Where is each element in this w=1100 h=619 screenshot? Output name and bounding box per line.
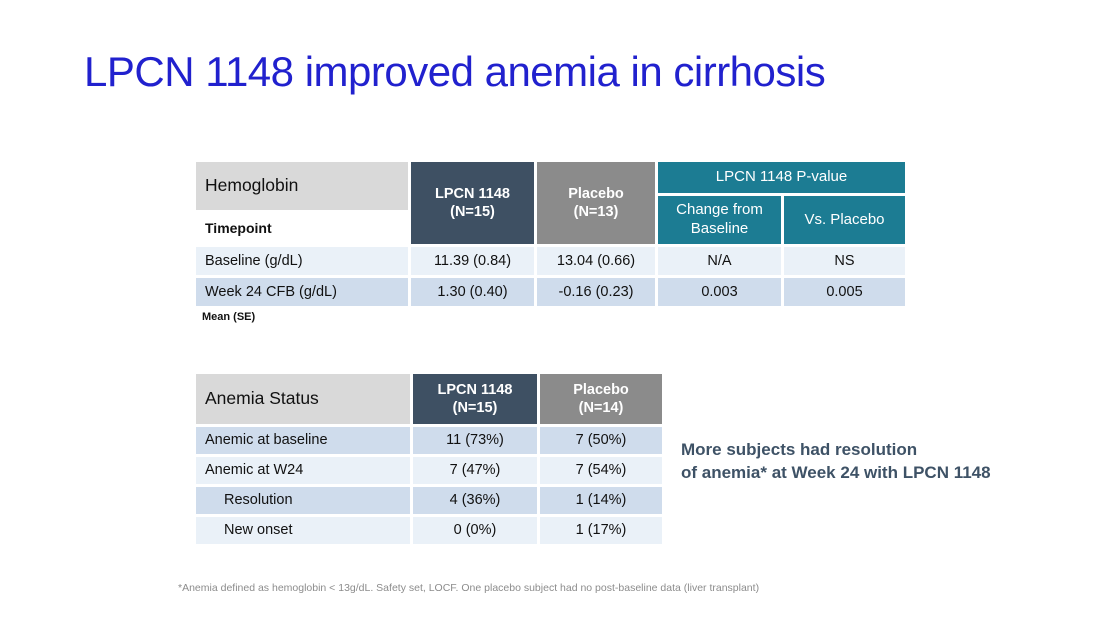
table-cell: 11.39 (0.84) <box>411 247 534 275</box>
col-placebo-n: (N=13) <box>573 204 619 220</box>
table-row-label: Resolution <box>196 487 410 514</box>
col-lpcn-name: LPCN 1148 <box>437 381 513 398</box>
table-cell: NS <box>784 247 905 275</box>
key-takeaway-line1: More subjects had resolution <box>681 440 918 459</box>
table-cell: 1.30 (0.40) <box>411 278 534 306</box>
table-row-label: New onset <box>196 517 410 544</box>
hemoglobin-table-pvalue-group: LPCN 1148 P-value <box>658 162 905 193</box>
col-placebo-n: (N=14) <box>578 400 624 416</box>
hemoglobin-table: Hemoglobin Timepoint LPCN 1148 (N=15) Pl… <box>196 162 905 306</box>
col-lpcn-name: LPCN 1148 <box>435 185 510 202</box>
anemia-status-table: Anemia Status LPCN 1148 (N=15) Placebo (… <box>196 374 662 544</box>
table-cell: 0.003 <box>658 278 781 306</box>
table-cell: 1 (17%) <box>540 517 662 544</box>
table-row-label: Anemic at baseline <box>196 427 410 454</box>
slide-footnote: *Anemia defined as hemoglobin < 13g/dL. … <box>178 582 760 594</box>
hemoglobin-table-col-vs-placebo: Vs. Placebo <box>784 196 905 244</box>
table-cell: 13.04 (0.66) <box>537 247 655 275</box>
col-lpcn-n: (N=15) <box>450 204 495 220</box>
col-change-line1: Change from <box>676 201 763 219</box>
table-cell: 0 (0%) <box>413 517 537 544</box>
hemoglobin-table-row-header: Timepoint <box>196 213 408 244</box>
col-lpcn-n: (N=15) <box>452 400 498 416</box>
hemoglobin-table-col-placebo: Placebo (N=13) <box>537 162 655 244</box>
col-placebo-name: Placebo <box>573 381 629 398</box>
table-row-label: Week 24 CFB (g/dL) <box>196 278 408 306</box>
table-cell: N/A <box>658 247 781 275</box>
col-vs-line1: Vs. Placebo <box>804 210 885 228</box>
table-cell: 11 (73%) <box>413 427 537 454</box>
table-cell: 7 (47%) <box>413 457 537 484</box>
table-cell: 4 (36%) <box>413 487 537 514</box>
key-takeaway-line2: of anemia* at Week 24 with LPCN 1148 <box>681 463 991 482</box>
table-cell: 1 (14%) <box>540 487 662 514</box>
key-takeaway-text: More subjects had resolution of anemia* … <box>681 438 1041 484</box>
hemoglobin-table-col-lpcn: LPCN 1148 (N=15) <box>411 162 534 244</box>
col-change-line2: Baseline <box>690 220 749 237</box>
slide-title: LPCN 1148 improved anemia in cirrhosis <box>84 48 826 95</box>
hemoglobin-table-col-change-from-baseline: Change from Baseline <box>658 196 781 244</box>
col-placebo-name: Placebo <box>568 185 624 202</box>
table-row-label: Baseline (g/dL) <box>196 247 408 275</box>
table-row-label: Anemic at W24 <box>196 457 410 484</box>
table-cell: 7 (50%) <box>540 427 662 454</box>
table-cell: -0.16 (0.23) <box>537 278 655 306</box>
anemia-table-corner: Anemia Status <box>196 374 410 424</box>
table-cell: 7 (54%) <box>540 457 662 484</box>
mean-se-note: Mean (SE) <box>202 311 256 323</box>
hemoglobin-table-corner: Hemoglobin <box>196 162 408 210</box>
anemia-table-col-lpcn: LPCN 1148 (N=15) <box>413 374 537 424</box>
table-cell: 0.005 <box>784 278 905 306</box>
anemia-table-col-placebo: Placebo (N=14) <box>540 374 662 424</box>
